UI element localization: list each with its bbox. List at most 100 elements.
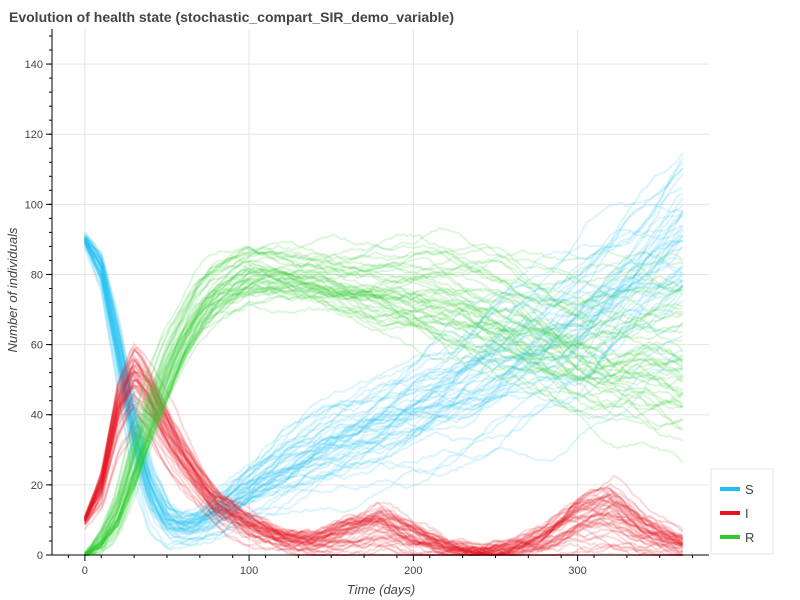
trajectory-r <box>84 301 684 556</box>
trajectory-s <box>84 168 684 520</box>
trajectory-r <box>84 275 684 556</box>
trajectory-r <box>84 285 683 556</box>
trajectory-r <box>84 267 683 556</box>
trajectory-s <box>84 237 684 521</box>
y-tick-label: 140 <box>25 59 43 71</box>
trajectory-r <box>84 271 683 556</box>
trajectory-i <box>83 370 684 556</box>
trajectory-i <box>83 348 683 553</box>
trajectory-s <box>83 239 683 533</box>
y-tick-label: 120 <box>25 129 43 141</box>
trajectory-s <box>84 203 684 516</box>
trajectory-s <box>84 240 684 535</box>
trajectory-i <box>83 382 683 556</box>
trajectory-i <box>83 364 684 554</box>
trajectory-s <box>83 242 684 532</box>
trajectory-i <box>83 390 684 555</box>
x-tick-label: 0 <box>82 565 88 577</box>
trajectory-i <box>83 363 684 552</box>
trajectory-r <box>83 233 684 554</box>
trajectory-i <box>83 370 684 554</box>
y-tick-label: 40 <box>31 410 43 422</box>
trajectory-s <box>83 204 684 527</box>
series-r <box>83 226 684 557</box>
trajectory-s <box>83 245 683 550</box>
trajectory-s <box>83 241 684 544</box>
trajectory-i <box>83 372 684 557</box>
trajectory-s <box>83 237 684 524</box>
trajectory-i <box>83 371 684 556</box>
trajectory-s <box>83 242 684 532</box>
y-tick-label: 0 <box>37 550 43 562</box>
trajectory-i <box>84 392 683 557</box>
trajectory-i <box>83 348 683 554</box>
trajectory-i <box>83 369 684 555</box>
trajectory-i <box>83 382 683 556</box>
trajectory-s <box>83 241 684 547</box>
y-axis-label: Number of individuals <box>5 227 20 353</box>
trajectory-i <box>83 384 684 556</box>
trajectory-s <box>83 235 684 526</box>
legend-label-r: R <box>745 530 754 545</box>
trajectory-i <box>83 368 684 557</box>
y-tick-label: 80 <box>31 269 43 281</box>
trajectory-s <box>83 239 683 531</box>
trajectory-i <box>83 378 684 556</box>
trajectory-i <box>83 385 684 555</box>
trajectory-r <box>84 280 684 555</box>
trajectory-i <box>83 386 683 553</box>
trajectory-s <box>83 237 684 541</box>
trajectory-i <box>83 358 684 548</box>
trajectory-r <box>84 278 683 556</box>
trajectory-r <box>84 246 684 556</box>
x-tick-label: 300 <box>568 565 586 577</box>
trajectory-r <box>84 275 684 555</box>
trajectory-r <box>84 293 684 555</box>
trajectory-r <box>84 279 684 556</box>
axes <box>46 29 709 561</box>
trajectory-r <box>84 270 683 556</box>
trajectory-r <box>83 263 684 554</box>
trajectory-r <box>84 294 684 556</box>
y-tick-label: 60 <box>31 340 43 352</box>
trajectory-s <box>84 157 684 521</box>
trajectory-r <box>84 286 684 555</box>
plot-area <box>52 29 709 555</box>
trajectory-r <box>84 264 684 556</box>
trajectory-s <box>83 240 684 536</box>
trajectory-i <box>83 345 684 553</box>
trajectory-i <box>83 359 684 556</box>
trajectory-i <box>83 348 684 553</box>
trajectory-s <box>84 230 684 526</box>
trajectory-s <box>83 243 683 548</box>
trajectory-r <box>84 267 683 556</box>
trajectory-r <box>84 276 683 556</box>
trajectory-s <box>83 192 684 526</box>
trajectory-r <box>83 249 683 555</box>
trajectory-r <box>84 273 684 555</box>
x-tick-label: 200 <box>404 565 422 577</box>
trajectory-i <box>84 378 684 556</box>
trajectory-r <box>84 283 684 556</box>
trajectory-s <box>83 237 684 531</box>
tick-labels: 0 100 200 300 0 20 40 60 80 100 120 140 <box>25 59 587 577</box>
trajectory-s <box>84 216 684 525</box>
trajectory-i <box>83 353 683 547</box>
trajectory-s <box>83 239 684 535</box>
trajectory-r <box>84 270 683 556</box>
grid-lines <box>52 29 709 556</box>
trajectory-i <box>83 362 684 553</box>
trajectory-r <box>84 259 684 555</box>
trajectory-s <box>83 238 683 526</box>
trajectory-i <box>83 370 684 557</box>
y-tick-label: 100 <box>25 199 43 211</box>
trajectory-r <box>84 277 683 556</box>
series-i <box>83 341 684 557</box>
trajectory-r <box>84 249 684 556</box>
trajectory-r <box>84 273 684 556</box>
trajectory-s <box>83 240 684 533</box>
trajectory-r <box>84 233 683 556</box>
trajectory-s <box>83 233 684 533</box>
trajectory-i <box>83 404 683 557</box>
